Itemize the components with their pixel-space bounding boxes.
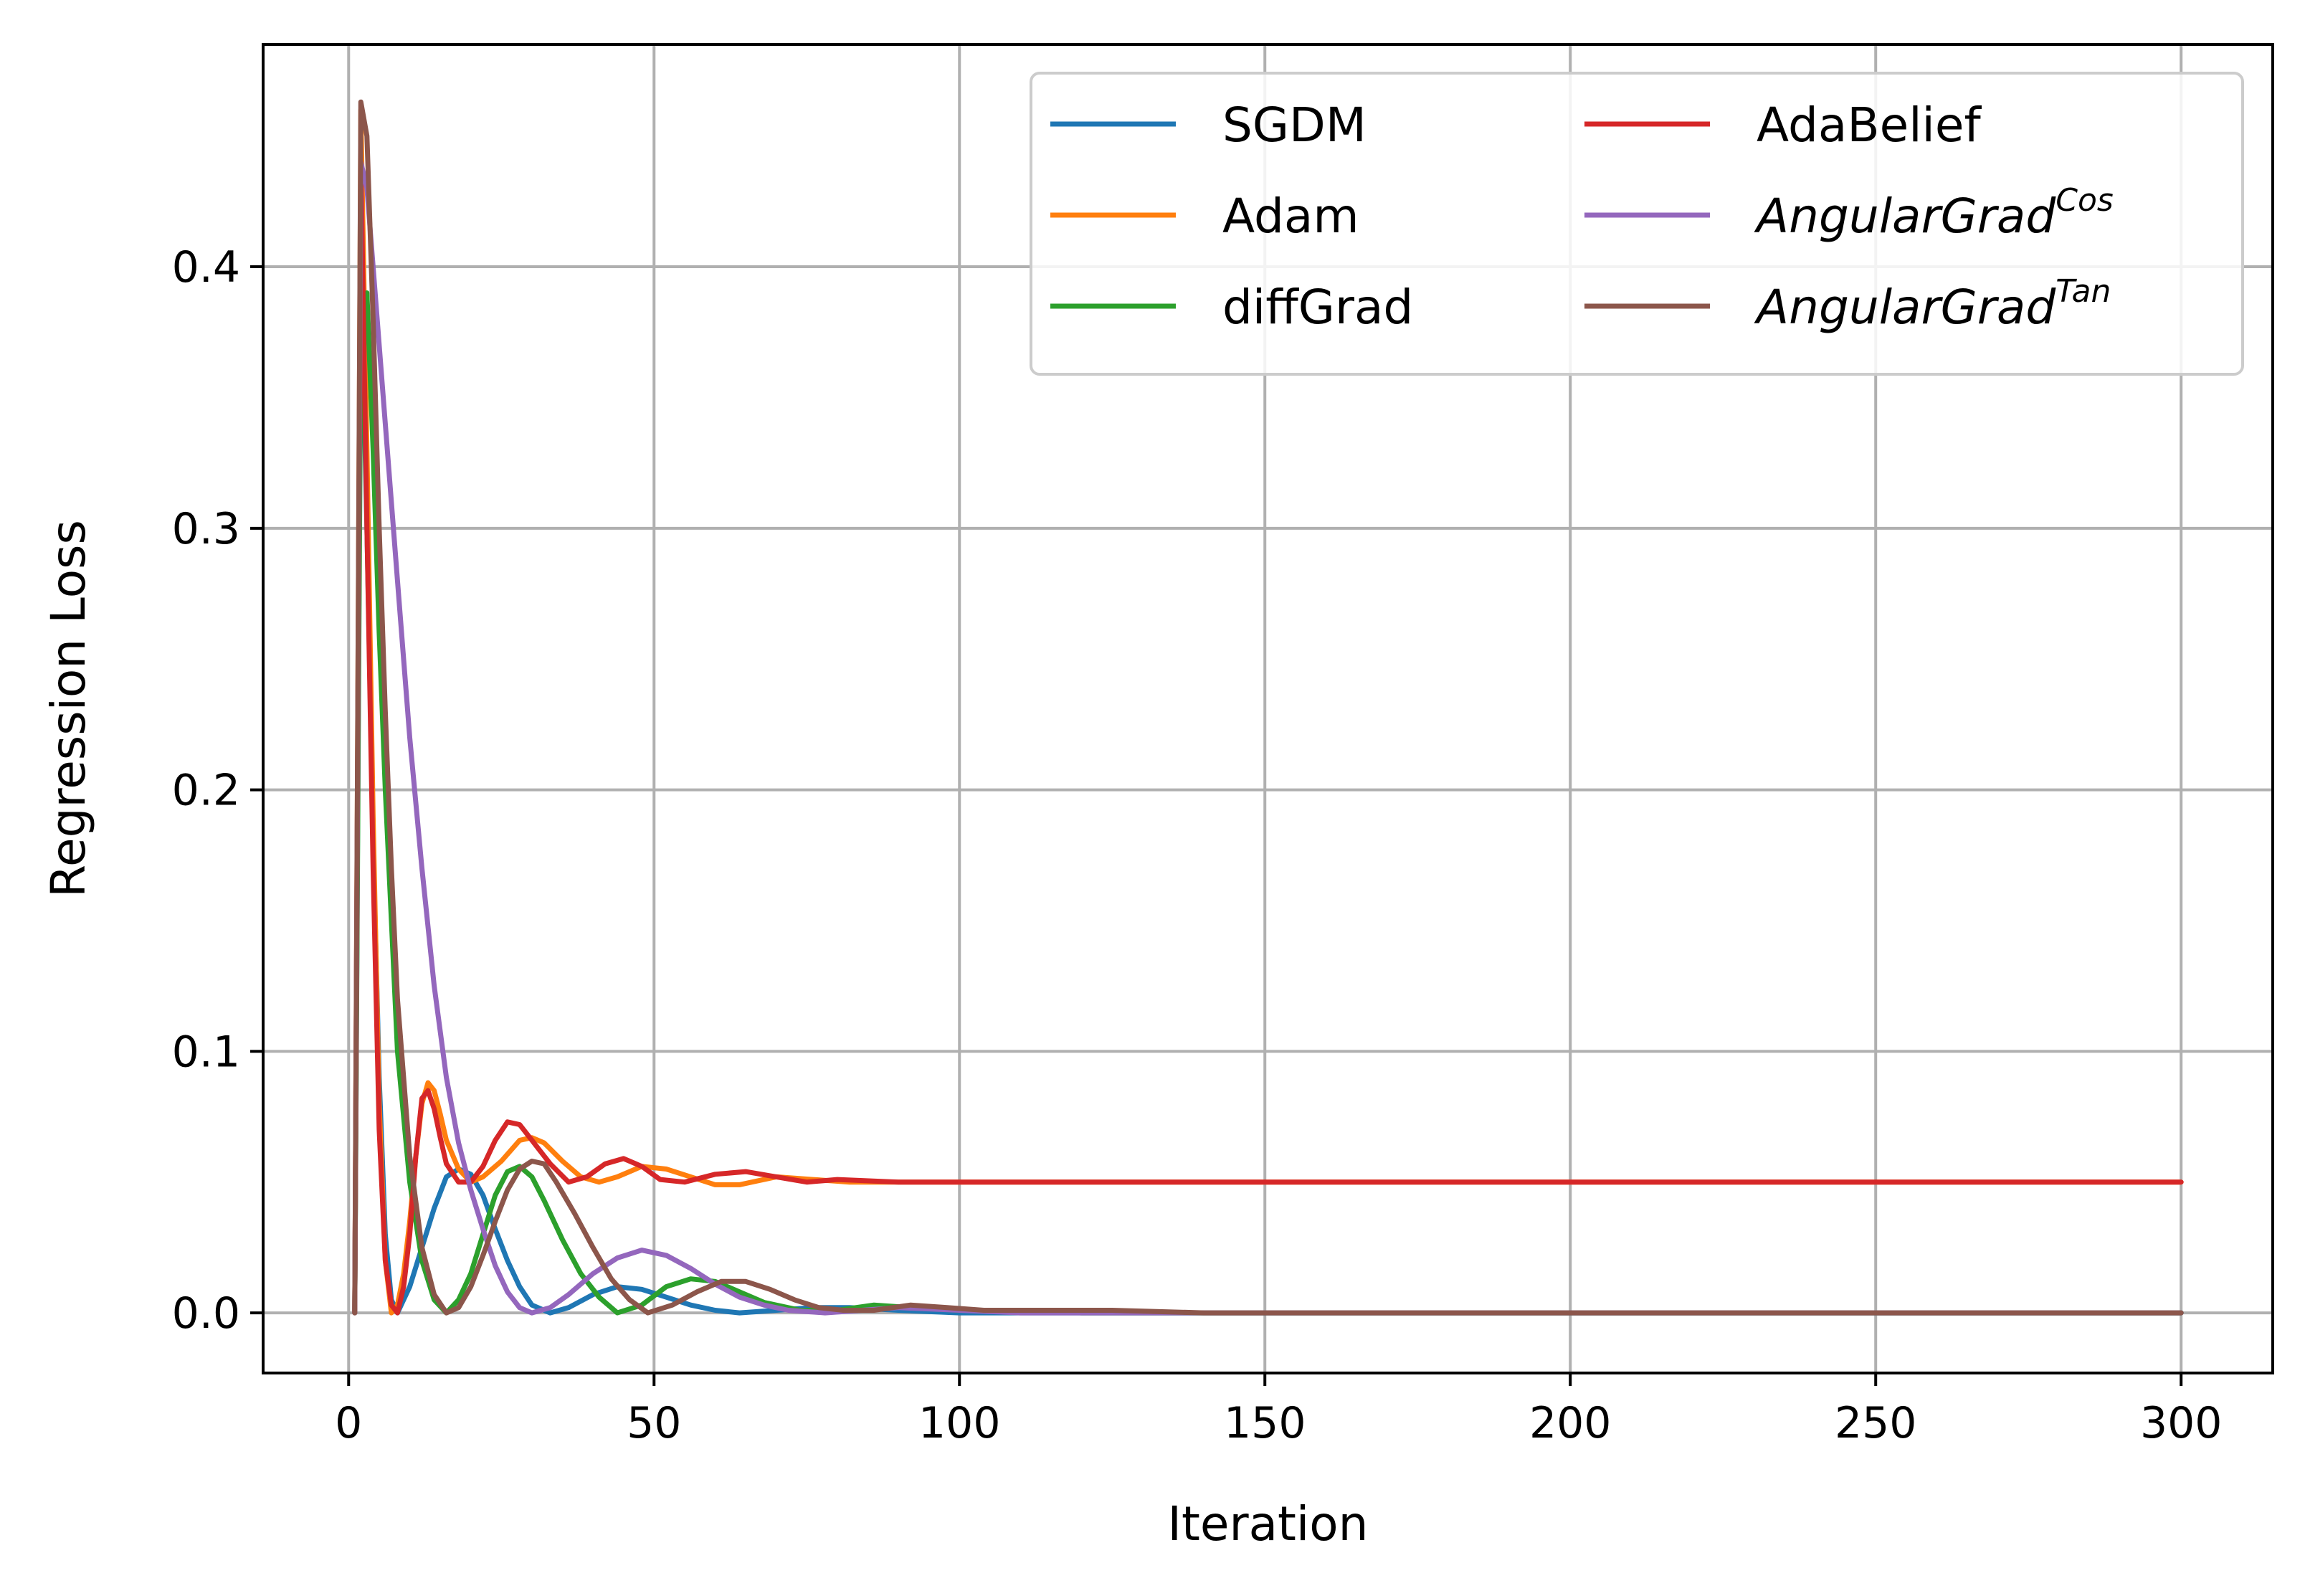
x-tick-label: 300 [2140, 1398, 2223, 1448]
legend-label-superscript: Tan [2056, 273, 2111, 310]
y-tick-label: 0.0 [172, 1288, 240, 1339]
y-axis-label: Regression Loss [41, 520, 96, 898]
axis-ticks: 0 50 100 150 200 250 300 0.0 0.1 0.2 0.3 0.4 [172, 242, 2223, 1448]
series-line-adabelief [352, 159, 2184, 1316]
legend-label-base: SGDM [1222, 98, 1367, 153]
x-tick-label: 250 [1835, 1398, 1917, 1448]
legend-label-adabelief: AdaBelief [1757, 98, 1982, 153]
x-tick-label: 200 [1529, 1398, 1612, 1448]
y-tick-label: 0.1 [172, 1027, 240, 1077]
legend-label-base: AdaBelief [1757, 98, 1982, 153]
y-tick-label: 0.3 [172, 504, 240, 554]
legend-label-sgdm: SGDM [1222, 98, 1367, 153]
x-tick-label: 0 [335, 1398, 362, 1448]
legend-label-base: Adam [1222, 189, 1359, 244]
legend-label-superscript: Cos [2056, 182, 2114, 219]
legend: SGDMAdamdiffGradAdaBeliefAngularGradCosA… [1030, 72, 2244, 376]
x-tick-label: 150 [1224, 1398, 1306, 1448]
x-axis-label: Iteration [1168, 1496, 1369, 1552]
legend-label-adam: Adam [1222, 189, 1359, 244]
grid [263, 44, 2273, 1373]
plot-frame [262, 43, 2274, 1374]
legend-label-angulargrad-cos: AngularGradCos [1754, 182, 2114, 244]
x-tick-label: 50 [627, 1398, 681, 1448]
legend-box [1030, 72, 2244, 376]
y-tick-label: 0.2 [172, 766, 240, 816]
series-line-angulargrad-cos [352, 159, 2184, 1316]
plot-lines [352, 99, 2184, 1316]
x-tick-label: 100 [918, 1398, 1001, 1448]
series-line-angulargrad-tan [352, 99, 2184, 1316]
legend-label-base: diffGrad [1222, 280, 1413, 335]
legend-label-base: AngularGrad [1754, 189, 2056, 244]
legend-label-base: AngularGrad [1754, 280, 2056, 335]
legend-label-diffgrad: diffGrad [1222, 280, 1413, 335]
legend-label-angulargrad-tan: AngularGradTan [1754, 273, 2111, 335]
y-tick-label: 0.4 [172, 242, 240, 293]
